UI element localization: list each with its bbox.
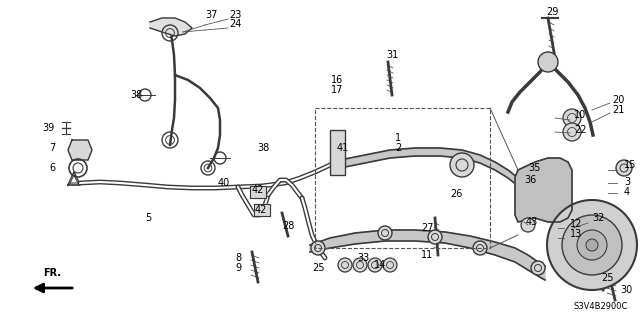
Text: 31: 31	[386, 50, 398, 60]
Text: 43: 43	[526, 217, 538, 227]
Circle shape	[311, 241, 325, 255]
Text: 33: 33	[357, 253, 369, 263]
Text: 23: 23	[229, 10, 241, 20]
Text: 40: 40	[218, 178, 230, 188]
Circle shape	[538, 52, 558, 72]
Circle shape	[547, 200, 637, 290]
Text: 42: 42	[252, 185, 264, 195]
Circle shape	[450, 153, 474, 177]
Text: 37: 37	[205, 10, 218, 20]
Text: 20: 20	[612, 95, 625, 105]
Text: 6: 6	[49, 163, 55, 173]
Circle shape	[563, 109, 581, 127]
Circle shape	[378, 226, 392, 240]
Bar	[315, 108, 490, 248]
Text: 38: 38	[257, 143, 269, 153]
Text: 36: 36	[524, 175, 536, 185]
Text: 38: 38	[131, 90, 143, 100]
Text: 39: 39	[43, 123, 55, 133]
Circle shape	[563, 123, 581, 141]
Text: 16: 16	[331, 75, 343, 85]
Text: 24: 24	[229, 19, 241, 29]
Text: 25: 25	[601, 273, 614, 283]
Text: 21: 21	[612, 105, 625, 115]
Text: 17: 17	[331, 85, 343, 95]
Text: 9: 9	[236, 263, 242, 273]
Text: 3: 3	[624, 177, 630, 187]
Text: 42: 42	[255, 205, 268, 215]
Text: 4: 4	[624, 187, 630, 197]
Text: 35: 35	[528, 163, 540, 173]
Text: 41: 41	[337, 143, 349, 153]
Text: 27: 27	[422, 223, 434, 233]
Text: 15: 15	[624, 160, 636, 170]
Circle shape	[521, 218, 535, 232]
Polygon shape	[310, 230, 545, 280]
Text: 28: 28	[282, 221, 294, 231]
Text: 8: 8	[236, 253, 242, 263]
Text: 13: 13	[570, 229, 582, 239]
Circle shape	[531, 261, 545, 275]
Circle shape	[368, 258, 382, 272]
Text: 14: 14	[374, 260, 387, 270]
Text: S3V4B2900C: S3V4B2900C	[574, 302, 628, 311]
Polygon shape	[340, 148, 518, 186]
Circle shape	[428, 230, 442, 244]
Circle shape	[577, 230, 607, 260]
Text: 29: 29	[546, 7, 558, 17]
Polygon shape	[150, 18, 192, 36]
Text: 22: 22	[574, 125, 586, 135]
Text: 26: 26	[450, 189, 462, 199]
Text: 5: 5	[145, 213, 151, 223]
Polygon shape	[515, 158, 572, 222]
Text: 10: 10	[574, 110, 586, 120]
Circle shape	[616, 160, 632, 176]
Polygon shape	[70, 175, 78, 183]
Text: 11: 11	[421, 250, 433, 260]
Circle shape	[562, 215, 622, 275]
Circle shape	[338, 258, 352, 272]
Polygon shape	[250, 186, 266, 198]
Text: FR.: FR.	[43, 268, 61, 278]
Circle shape	[473, 241, 487, 255]
Circle shape	[586, 239, 598, 251]
Polygon shape	[68, 140, 92, 160]
Bar	[330, 130, 345, 175]
Circle shape	[383, 258, 397, 272]
Text: 12: 12	[570, 219, 582, 229]
Text: 7: 7	[49, 143, 55, 153]
Text: 30: 30	[620, 285, 632, 295]
Text: 1: 1	[395, 133, 401, 143]
Text: 2: 2	[395, 143, 401, 153]
Text: 25: 25	[312, 263, 324, 273]
Polygon shape	[254, 204, 270, 216]
Circle shape	[353, 258, 367, 272]
Text: 32: 32	[592, 213, 604, 223]
